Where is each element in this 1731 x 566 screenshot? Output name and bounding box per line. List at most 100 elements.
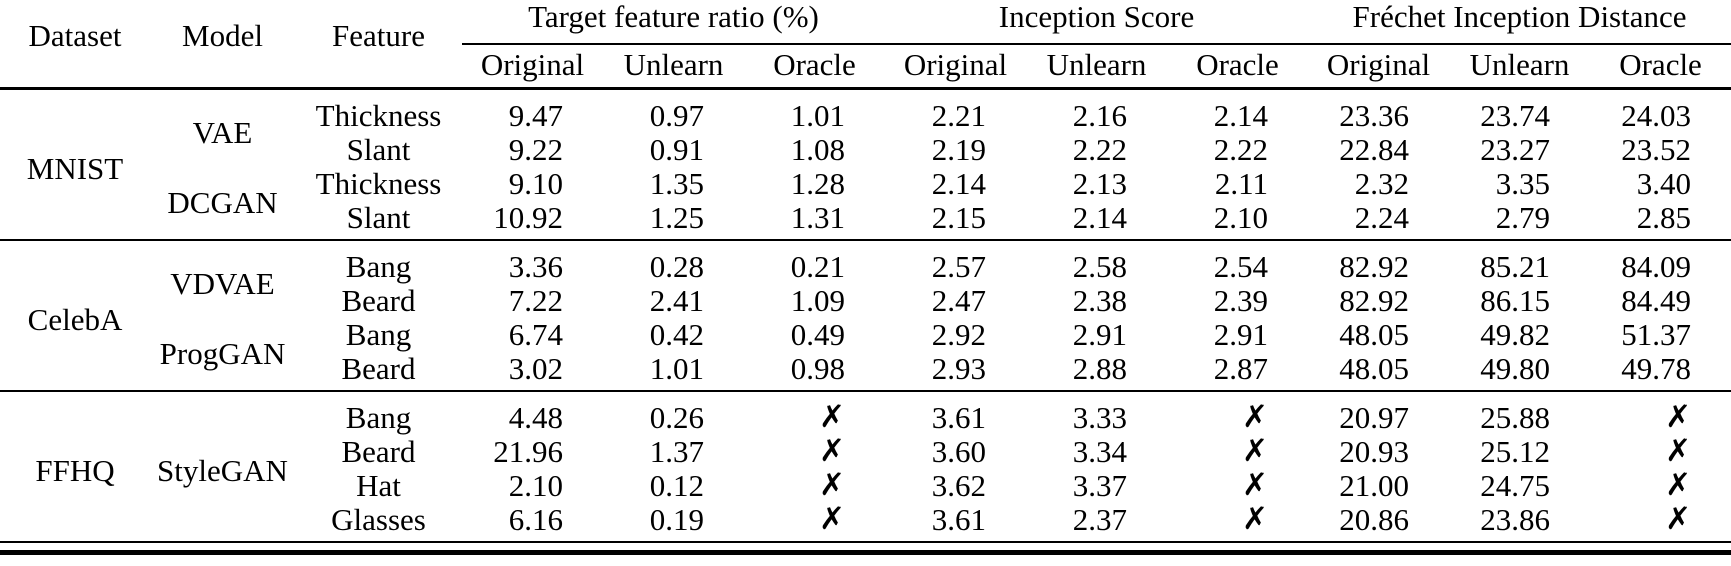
value-cell: 2.19 [931, 131, 986, 167]
missing-value-xmark: ✗ [1242, 432, 1269, 469]
feature-label: Bang [295, 389, 462, 435]
value-cell: 10.92 [493, 199, 563, 235]
value-cell: 2.57 [885, 238, 1026, 284]
subheader-fid-original: Original [1308, 44, 1450, 90]
value-cell: 49.82 [1480, 316, 1551, 352]
table-row: MNIST VAE Thickness 9.47 0.97 1.01 2.21 … [0, 87, 1731, 240]
table-row: ProgGAN Bang 6.74 0.42 0.49 2.92 2.91 2.… [0, 316, 1731, 369]
missing-value-xmark: ✗ [1665, 432, 1692, 469]
value-cell: 3.33 [1026, 389, 1167, 435]
value-cell: 20.86 [1308, 502, 1450, 543]
value-cell: 3.40 [1636, 165, 1692, 201]
feature-label: Beard [341, 433, 416, 469]
table-bottom-rule [0, 549, 1731, 555]
value-cell: 49.80 [1480, 350, 1551, 386]
group-header-inception-score: Inception Score [885, 0, 1309, 45]
model-label: StyleGAN [150, 389, 295, 543]
missing-value-xmark: ✗ [819, 432, 845, 469]
value-cell: 1.01 [649, 350, 704, 386]
block-ffhq: FFHQ StyleGAN Bang 4.48 0.26 ✗ 3.61 3.33… [0, 389, 1731, 543]
subheader-tfr-unlearn: Unlearn [603, 44, 744, 90]
value-cell: 2.39 [1213, 282, 1269, 318]
value-cell: 6.16 [462, 502, 603, 543]
model-label: DCGAN [167, 184, 278, 220]
value-cell: 0.21 [744, 238, 885, 284]
subheader-fid-unlearn: Unlearn [1449, 44, 1591, 90]
value-cell: 2.22 [1213, 131, 1269, 167]
subheader-is-original: Original [885, 44, 1026, 90]
value-cell: 23.74 [1449, 87, 1591, 133]
feature-label: Glasses [295, 502, 462, 543]
subheader-tfr-oracle: Oracle [744, 44, 885, 90]
value-cell: 0.97 [603, 87, 744, 133]
missing-value-xmark: ✗ [1242, 466, 1269, 503]
table-row: DCGAN Thickness 9.10 1.35 1.28 2.14 2.13… [0, 165, 1731, 218]
value-cell: 1.08 [790, 131, 845, 167]
value-cell: 2.14 [1167, 87, 1309, 133]
feature-label: Beard [341, 282, 416, 318]
value-cell: 0.12 [649, 467, 704, 503]
table-row: Beard 3.02 1.01 0.98 2.93 2.88 2.87 48.0… [0, 352, 1731, 391]
missing-value-xmark: ✗ [1167, 389, 1309, 435]
table-header: Dataset Model Feature Target feature rat… [0, 0, 1731, 90]
table-row: Hat 2.10 0.12 ✗ 3.62 3.37 ✗ 21.00 24.75 … [0, 469, 1731, 503]
dataset-label: FFHQ [0, 389, 150, 543]
feature-label: Bang [295, 238, 462, 284]
value-cell: 3.60 [931, 433, 986, 469]
dataset-label: CelebA [0, 238, 150, 391]
value-cell: 2.92 [931, 316, 986, 352]
feature-label: Bang [345, 316, 412, 352]
table-row: FFHQ StyleGAN Bang 4.48 0.26 ✗ 3.61 3.33… [0, 389, 1731, 543]
feature-label: Hat [356, 467, 401, 503]
feature-label: Thickness [295, 87, 462, 133]
model-label: VAE [150, 87, 295, 167]
value-cell: 2.91 [1072, 316, 1127, 352]
value-cell: 84.09 [1590, 238, 1731, 284]
value-cell: 4.48 [462, 389, 603, 435]
value-cell: 3.62 [931, 467, 986, 503]
value-cell: 0.26 [603, 389, 744, 435]
group-header-row: Dataset Model Feature Target feature rat… [0, 0, 1731, 90]
value-cell: 1.28 [790, 165, 845, 201]
block-celeba: CelebA VDVAE Bang 3.36 0.28 0.21 2.57 2.… [0, 238, 1731, 391]
missing-value-xmark: ✗ [744, 389, 885, 435]
value-cell: 0.19 [603, 502, 744, 543]
value-cell: 2.21 [885, 87, 1026, 133]
value-cell: 23.52 [1621, 131, 1692, 167]
value-cell: 0.28 [603, 238, 744, 284]
value-cell: 82.92 [1339, 282, 1410, 318]
missing-value-xmark: ✗ [1665, 466, 1692, 503]
value-cell: 9.47 [462, 87, 603, 133]
value-cell: 20.97 [1308, 389, 1450, 435]
value-cell: 2.91 [1213, 316, 1269, 352]
value-cell: 0.91 [649, 131, 704, 167]
value-cell: 48.05 [1339, 350, 1410, 386]
value-cell: 24.75 [1480, 467, 1551, 503]
group-header-frechet-inception-distance: Fréchet Inception Distance [1308, 0, 1731, 45]
value-cell: 25.12 [1480, 433, 1551, 469]
value-cell: 2.11 [1214, 165, 1269, 201]
value-cell: 0.49 [790, 316, 845, 352]
table-row: Slant 9.22 0.91 1.08 2.19 2.22 2.22 22.8… [0, 133, 1731, 167]
value-cell: 2.32 [1354, 165, 1410, 201]
model-label: VDVAE [150, 238, 295, 318]
value-cell: 2.13 [1072, 165, 1127, 201]
value-cell: 2.93 [931, 350, 986, 386]
value-cell: 2.54 [1167, 238, 1309, 284]
value-cell: 1.25 [649, 199, 704, 235]
value-cell: 85.21 [1449, 238, 1591, 284]
value-cell: 21.96 [493, 433, 563, 469]
value-cell: 25.88 [1449, 389, 1591, 435]
value-cell: 2.88 [1072, 350, 1127, 386]
value-cell: 1.01 [744, 87, 885, 133]
value-cell: 2.47 [931, 282, 986, 318]
block-mnist: MNIST VAE Thickness 9.47 0.97 1.01 2.21 … [0, 87, 1731, 240]
value-cell: 21.00 [1339, 467, 1410, 503]
value-cell: 7.22 [508, 282, 563, 318]
value-cell: 2.14 [931, 165, 986, 201]
value-cell: 2.16 [1026, 87, 1167, 133]
value-cell: 23.27 [1480, 131, 1551, 167]
model-label: ProgGAN [159, 335, 286, 371]
feature-label: Slant [346, 199, 411, 235]
value-cell: 3.37 [1072, 467, 1127, 503]
